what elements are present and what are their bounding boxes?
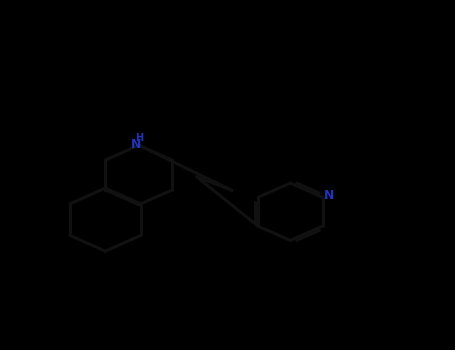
Text: H: H bbox=[135, 133, 143, 142]
Text: N: N bbox=[131, 138, 142, 151]
Text: N: N bbox=[324, 189, 334, 202]
